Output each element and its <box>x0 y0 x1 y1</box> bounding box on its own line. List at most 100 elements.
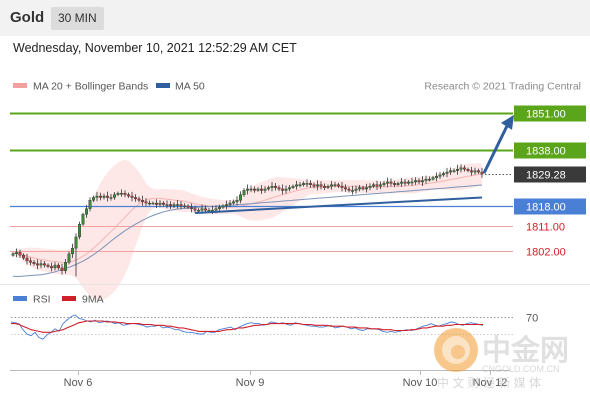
rsi-9ma-line <box>11 320 483 333</box>
candle <box>389 178 393 187</box>
candle <box>46 263 50 269</box>
candle <box>116 191 120 197</box>
instrument-title: Gold <box>10 9 45 26</box>
candle <box>147 200 151 206</box>
candle <box>407 179 411 186</box>
candle <box>175 200 179 209</box>
candle <box>91 195 95 203</box>
candle <box>330 180 334 190</box>
candle <box>263 186 267 194</box>
candle <box>270 182 274 192</box>
candle <box>105 191 109 202</box>
x-tick-label: Nov 12 <box>473 377 508 389</box>
candle <box>231 199 235 205</box>
candle <box>312 182 316 189</box>
candle <box>477 168 481 174</box>
level-label-1811.00: 1811.00 <box>526 222 565 234</box>
candle <box>326 184 330 190</box>
candle <box>53 262 57 271</box>
candle <box>119 189 123 197</box>
svg-text:1811.00: 1811.00 <box>526 222 565 234</box>
candle <box>382 181 386 187</box>
candle <box>452 168 456 173</box>
timeframe-button[interactable]: 30 MIN <box>51 7 104 30</box>
price-level-labels: 1851.00 1838.00 1829.28 1818.00 1811.00 1802.… <box>514 105 586 259</box>
trendlines <box>194 114 514 214</box>
candle <box>361 185 365 191</box>
candle <box>256 187 260 192</box>
candle <box>445 167 449 178</box>
candle <box>386 177 390 188</box>
candle <box>274 182 278 191</box>
candle <box>337 182 341 188</box>
legend-label-ma20: MA 20 + Bollinger Bands <box>33 81 148 93</box>
candle <box>242 188 246 197</box>
legend-label-9ma: 9MA <box>82 294 104 306</box>
candle <box>137 196 141 203</box>
candle <box>74 233 78 277</box>
candle <box>81 212 85 226</box>
candle <box>189 203 193 213</box>
candle <box>365 183 369 193</box>
candle <box>43 261 47 268</box>
svg-text:1851.00: 1851.00 <box>526 109 566 121</box>
candle <box>400 178 404 187</box>
candle <box>358 184 362 192</box>
chart-credit: Research © 2021 Trading Central <box>424 81 581 93</box>
level-label-1829.28: 1829.28 <box>514 166 586 183</box>
legend-label-rsi: RSI <box>33 294 51 306</box>
candle <box>344 184 348 192</box>
candle <box>372 182 376 188</box>
candle <box>84 204 88 218</box>
candle <box>466 167 470 173</box>
svg-text:1838.00: 1838.00 <box>526 146 566 158</box>
moving-averages <box>13 184 483 277</box>
candle <box>238 191 242 204</box>
header-bar: Gold 30 MIN <box>0 0 590 36</box>
candle <box>277 185 281 192</box>
candle <box>351 185 355 195</box>
bollinger-band-fill <box>13 159 482 301</box>
candle <box>88 197 92 212</box>
bollinger-bands <box>12 159 483 301</box>
watermark-domain: CNGOLD.COM.CN <box>482 364 560 374</box>
support-trendline <box>194 196 483 214</box>
candle <box>302 181 306 187</box>
candle <box>112 192 116 200</box>
legend-swatch-9ma <box>62 296 76 301</box>
watermark: 中金网 CNGOLD.COM.CN 中 文 财 经 新 媒 体 <box>434 328 569 390</box>
candle <box>228 200 232 208</box>
candle <box>172 202 176 208</box>
candle <box>151 201 155 205</box>
candle <box>333 181 337 188</box>
candle <box>224 200 228 210</box>
candle <box>67 251 71 265</box>
candle <box>438 171 442 179</box>
candle <box>410 177 414 186</box>
level-label-1818.00: 1818.00 <box>514 198 586 215</box>
candle <box>284 185 288 194</box>
candle <box>130 191 134 202</box>
candle <box>193 205 197 213</box>
legend-label-ma50: MA 50 <box>175 81 205 93</box>
candle <box>252 186 256 193</box>
candle <box>379 181 383 190</box>
candle <box>431 176 435 181</box>
x-tick-label: Nov 10 <box>403 377 438 389</box>
candle <box>39 260 43 269</box>
candle <box>428 176 432 182</box>
candle <box>102 193 106 200</box>
rsi-pane: 70 <box>10 313 538 340</box>
candle <box>245 184 249 195</box>
candle <box>14 248 18 258</box>
candle <box>414 177 418 185</box>
candle <box>288 184 292 192</box>
rsi-level-label: 70 <box>526 313 538 325</box>
candle <box>221 204 225 209</box>
candle <box>29 257 33 266</box>
candle <box>281 184 285 195</box>
candle <box>449 167 453 176</box>
candle <box>480 167 484 178</box>
svg-text:1818.00: 1818.00 <box>526 202 566 214</box>
legend-swatch-rsi <box>13 296 27 301</box>
